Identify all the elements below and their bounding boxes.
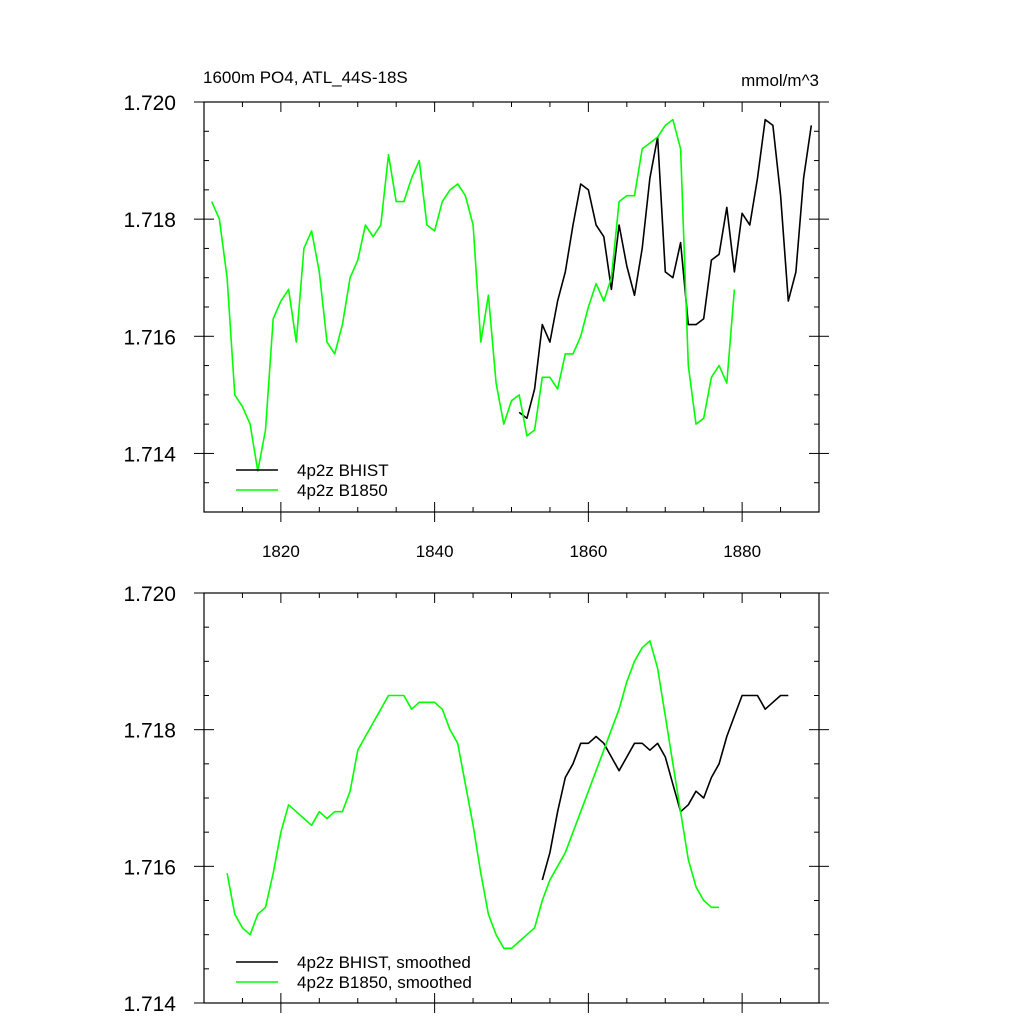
units-label: mmol/m^3 [741, 71, 819, 90]
bottom-series-line-1 [226, 639, 720, 950]
top-y-tick-label: 1.716 [123, 326, 176, 349]
top-y-tick-label: 1.720 [123, 92, 176, 115]
top-series-line-1 [210, 118, 736, 472]
chart-title: 1600m PO4, ATL_44S-18S [203, 68, 408, 87]
top-x-tick-label: 1880 [723, 542, 761, 561]
top-x-tick-label: 1860 [569, 542, 607, 561]
bottom-panel: 1.714 1.716 1.718 1.720 4p2z BHIST, smoothe… [123, 583, 829, 1016]
bottom-series-line-0 [541, 694, 789, 881]
top-legend-label-1: 4p2z B1850 [297, 481, 388, 500]
bottom-series-group [226, 639, 789, 950]
top-series-group [210, 118, 813, 472]
bottom-y-tick-label: 1.716 [123, 856, 176, 879]
top-panel: 1600m PO4, ATL_44S-18S mmol/m^3 1820 1840… [123, 68, 829, 561]
top-legend-label-0: 4p2z BHIST [297, 461, 389, 480]
top-series-line-0 [518, 118, 813, 420]
top-y-tick-label: 1.714 [123, 443, 176, 466]
bottom-y-tick-label: 1.714 [123, 993, 176, 1016]
bottom-y-tick-label: 1.720 [123, 583, 176, 606]
top-plot-frame [203, 101, 820, 513]
top-axis-ticks: 1820 1840 1860 1880 1.714 1.716 1.718 1.720 [123, 92, 829, 561]
bottom-axis-ticks: 1.714 1.716 1.718 1.720 [123, 583, 829, 1016]
bottom-legend-label-1: 4p2z B1850, smoothed [297, 973, 472, 992]
bottom-plot-frame [203, 592, 820, 1004]
top-x-tick-label: 1820 [262, 542, 300, 561]
bottom-legend-label-0: 4p2z BHIST, smoothed [297, 953, 471, 972]
bottom-y-tick-label: 1.718 [123, 720, 176, 743]
top-x-tick-label: 1840 [416, 542, 454, 561]
top-y-tick-label: 1.718 [123, 209, 176, 232]
